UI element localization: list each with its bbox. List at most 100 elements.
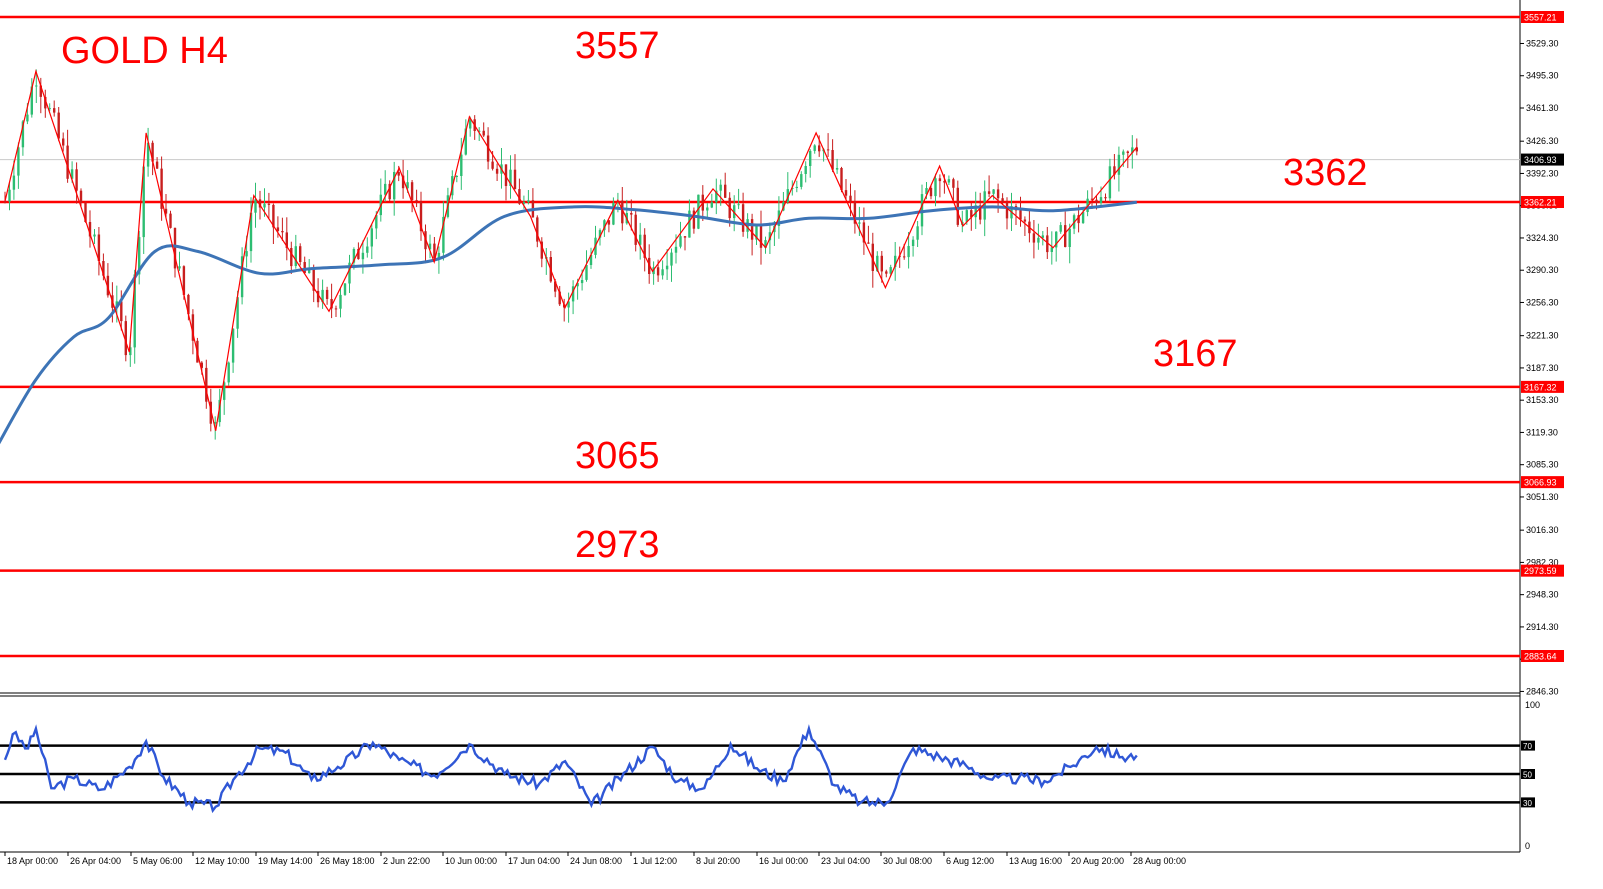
candle-body	[598, 230, 602, 238]
candle-body	[303, 262, 306, 274]
candle-body	[84, 202, 87, 222]
time-tick-label: 23 Jul 04:00	[821, 856, 870, 866]
candle-body	[1131, 147, 1134, 153]
candle-body	[410, 182, 414, 200]
candle-body	[589, 254, 593, 265]
candle-body	[57, 112, 60, 139]
candle-body	[35, 85, 38, 87]
candle-body	[455, 176, 458, 177]
candle-body	[191, 314, 195, 341]
level-annotation: 2973	[575, 524, 660, 566]
candle-body	[826, 149, 830, 151]
candle-body	[1068, 228, 1071, 247]
candle-body	[227, 362, 230, 383]
candle-body	[240, 256, 244, 298]
time-tick-label: 20 Aug 20:00	[1071, 856, 1124, 866]
candle-body	[938, 178, 942, 182]
candle-body	[764, 240, 767, 248]
candle-body	[862, 222, 866, 243]
candle-body	[428, 243, 432, 250]
chart-frame	[0, 0, 1521, 853]
candle-body	[231, 328, 235, 363]
candle-body	[348, 262, 351, 284]
candle-body	[169, 213, 172, 228]
candle-body	[312, 267, 315, 291]
candle-body	[983, 191, 986, 220]
candle-body	[419, 201, 423, 232]
candle-body	[384, 183, 387, 195]
candle-body	[567, 301, 570, 308]
candle-body	[442, 216, 445, 253]
candle-body	[93, 234, 96, 237]
price-tick-label: 3085.30	[1526, 460, 1559, 470]
candle-body	[200, 362, 203, 368]
level-price-tag	[1521, 650, 1564, 662]
candle-body	[330, 299, 333, 309]
price-tick-label: 2948.30	[1526, 590, 1559, 600]
time-tick-label: 26 Apr 04:00	[70, 856, 121, 866]
candle-body	[724, 184, 727, 198]
candle-body	[858, 222, 861, 224]
candle-body	[155, 161, 159, 169]
candle-body	[276, 227, 280, 231]
price-tick-label: 3392.30	[1526, 168, 1559, 178]
candle-body	[39, 85, 42, 97]
price-tick-label: 2846.30	[1526, 686, 1559, 696]
time-tick-label: 12 May 10:00	[195, 856, 250, 866]
candle-body	[478, 130, 481, 132]
price-tick-label: 3495.30	[1526, 71, 1559, 81]
candle-body	[218, 399, 221, 423]
candle-body	[316, 290, 320, 303]
candle-body	[674, 246, 678, 253]
candle-body	[75, 169, 78, 191]
candle-body	[3, 201, 7, 203]
candle-body	[880, 255, 883, 272]
candle-body	[755, 224, 758, 240]
candle-body	[844, 190, 848, 196]
candle-body	[795, 186, 798, 188]
candle-body	[580, 280, 584, 284]
candle-body	[151, 142, 154, 162]
candle-body	[903, 256, 906, 258]
candle-body	[308, 267, 311, 274]
price-tags: 3557.21 3362.21 3167.32 3066.93 2973.59 2883.…	[1521, 11, 1564, 662]
candle-body	[974, 205, 977, 218]
candle-body	[867, 242, 870, 244]
candle-body	[1099, 197, 1103, 204]
candle-body	[120, 301, 123, 322]
candle-body	[504, 164, 508, 186]
candle-body	[397, 172, 400, 176]
price-tick-label: 3256.30	[1526, 297, 1559, 307]
candle-body	[987, 191, 991, 194]
candle-body	[656, 267, 660, 276]
candle-body	[925, 188, 928, 195]
candle-body	[513, 169, 517, 190]
candle-body	[1081, 212, 1085, 224]
candle-body	[138, 237, 141, 275]
candle-body	[406, 182, 409, 189]
candle-body	[733, 205, 736, 219]
time-tick-label: 6 Aug 12:00	[946, 856, 994, 866]
candle-body	[437, 252, 441, 258]
candle-body	[670, 252, 673, 266]
candle-body	[102, 261, 105, 276]
candle-body	[831, 150, 834, 170]
price-tick-label: 3290.30	[1526, 265, 1559, 275]
candle-body	[1104, 197, 1107, 199]
candle-body	[818, 145, 821, 152]
time-tick-label: 17 Jun 04:00	[508, 856, 560, 866]
candle-body	[415, 200, 418, 202]
candle-body	[357, 249, 360, 260]
candle-body	[469, 119, 472, 129]
candle-body	[706, 207, 709, 211]
level-price-tag	[1521, 380, 1564, 393]
candle-body	[366, 246, 369, 253]
time-tick-label: 26 May 18:00	[320, 856, 375, 866]
candle-body	[173, 227, 177, 269]
candle-body	[692, 210, 696, 229]
candle-body	[236, 297, 239, 329]
rsi-axis: 100 0	[1525, 700, 1540, 851]
candle-body	[665, 265, 669, 270]
price-tick-label: 3461.30	[1526, 103, 1559, 113]
